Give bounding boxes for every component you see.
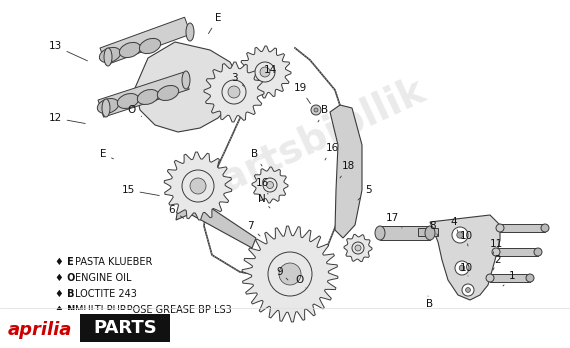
Circle shape [190, 178, 206, 194]
Text: PASTA KLUEBER: PASTA KLUEBER [75, 257, 152, 267]
Text: 18: 18 [340, 161, 355, 178]
Text: Partsbibllik: Partsbibllik [189, 70, 431, 210]
Polygon shape [135, 42, 240, 132]
Ellipse shape [492, 248, 500, 256]
Text: 15: 15 [121, 185, 159, 196]
Text: 14: 14 [258, 65, 276, 80]
Ellipse shape [137, 89, 158, 104]
Text: 8: 8 [430, 221, 438, 236]
Ellipse shape [117, 94, 139, 109]
Ellipse shape [182, 71, 190, 89]
Circle shape [228, 86, 240, 98]
Ellipse shape [157, 86, 178, 101]
Text: ♦ E: ♦ E [55, 257, 74, 267]
Text: MULTI PURPOSE GREASE BP LS3: MULTI PURPOSE GREASE BP LS3 [75, 305, 232, 315]
Text: 16: 16 [255, 178, 268, 194]
Text: 13: 13 [48, 41, 87, 61]
Text: O: O [128, 105, 142, 117]
Bar [380, 226, 430, 240]
Text: 16: 16 [325, 143, 339, 160]
Ellipse shape [375, 226, 385, 240]
Circle shape [459, 265, 465, 271]
Circle shape [455, 261, 469, 275]
Text: 5: 5 [358, 185, 371, 200]
Ellipse shape [311, 105, 321, 115]
Bar [496, 248, 538, 256]
Text: ENGINE OIL: ENGINE OIL [75, 273, 132, 283]
Ellipse shape [541, 224, 549, 232]
Text: 3: 3 [231, 73, 244, 86]
Text: E: E [100, 149, 113, 159]
Text: 12: 12 [48, 113, 86, 124]
Polygon shape [239, 46, 291, 98]
Bar [500, 224, 545, 232]
Bar [98, 72, 189, 117]
Polygon shape [330, 105, 362, 238]
Text: 2: 2 [493, 255, 501, 270]
Text: B: B [318, 105, 328, 122]
Polygon shape [344, 234, 372, 262]
Text: aprilia: aprilia [8, 321, 72, 339]
Text: 7: 7 [247, 221, 260, 236]
Ellipse shape [486, 274, 494, 282]
Ellipse shape [119, 42, 141, 57]
Bar [80, 314, 170, 342]
Circle shape [263, 178, 277, 192]
Polygon shape [164, 152, 232, 220]
Ellipse shape [102, 99, 110, 117]
Ellipse shape [186, 23, 194, 41]
Text: B: B [426, 296, 434, 309]
Text: LOCTITE 243: LOCTITE 243 [75, 289, 137, 299]
Ellipse shape [140, 38, 161, 54]
Polygon shape [242, 226, 338, 322]
Circle shape [355, 245, 361, 251]
Circle shape [462, 284, 474, 296]
Text: 11: 11 [490, 239, 503, 254]
Ellipse shape [526, 274, 534, 282]
Polygon shape [204, 62, 264, 122]
Polygon shape [176, 198, 256, 248]
Text: 1: 1 [503, 271, 515, 286]
Circle shape [279, 263, 301, 285]
Circle shape [222, 80, 246, 104]
Circle shape [466, 287, 470, 292]
Ellipse shape [104, 48, 112, 66]
Text: 19: 19 [294, 83, 311, 104]
Circle shape [267, 182, 274, 189]
Ellipse shape [534, 248, 542, 256]
Text: 10: 10 [459, 263, 473, 276]
Text: 4: 4 [451, 217, 458, 232]
Circle shape [452, 227, 468, 243]
Text: 17: 17 [385, 213, 402, 228]
Bar [100, 17, 191, 65]
Circle shape [182, 170, 214, 202]
Ellipse shape [425, 226, 435, 240]
Ellipse shape [97, 98, 119, 113]
Text: 9: 9 [276, 267, 288, 280]
Bar [490, 274, 530, 282]
Text: ♦ B: ♦ B [55, 289, 75, 299]
Ellipse shape [99, 47, 121, 63]
Circle shape [352, 242, 364, 254]
Ellipse shape [496, 224, 504, 232]
Bar [0, 310, 130, 348]
Text: ♦ N: ♦ N [55, 305, 75, 315]
Circle shape [457, 232, 463, 238]
Text: 6: 6 [169, 205, 184, 219]
Polygon shape [430, 215, 500, 300]
Text: B: B [251, 149, 262, 166]
Text: N: N [258, 194, 270, 208]
Bar [418, 228, 438, 236]
Ellipse shape [314, 108, 318, 112]
Circle shape [260, 67, 270, 77]
Circle shape [255, 62, 275, 82]
Text: PARTS: PARTS [93, 319, 157, 337]
Circle shape [268, 252, 312, 296]
Text: 10: 10 [459, 231, 473, 246]
Text: O: O [295, 275, 306, 288]
Text: E: E [209, 13, 221, 34]
Polygon shape [252, 167, 288, 203]
Text: ♦ O: ♦ O [55, 273, 75, 283]
